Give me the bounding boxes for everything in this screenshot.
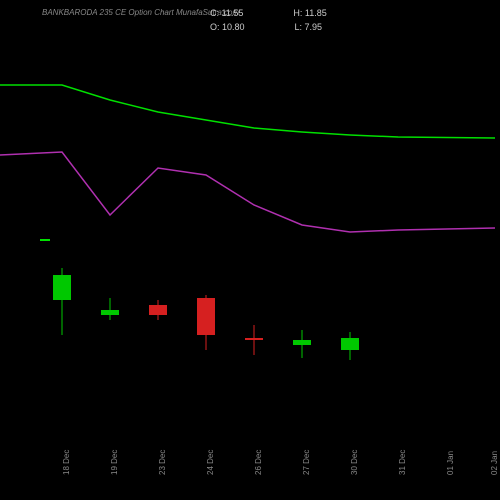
low-value: L: 7.95: [295, 22, 323, 32]
x-axis-label: 31 Dec: [398, 450, 407, 475]
x-axis-labels: 18 Dec 19 Dec 23 Dec 24 Dec 26 Dec 27 Dec 30 D…: [40, 430, 495, 480]
x-axis-label: 30 Dec: [350, 450, 359, 475]
indicator-line-2: [0, 152, 495, 232]
candle-body: [101, 310, 119, 315]
ohlc-row2: O: 10.80 L: 7.95: [210, 22, 322, 32]
indicator-line-1: [0, 85, 495, 138]
open-value: O: 10.80: [210, 22, 245, 32]
indicator-lines: [0, 85, 495, 232]
candle-body: [293, 340, 311, 345]
candles-group: [53, 268, 359, 360]
candle-body: [197, 298, 215, 335]
candle-body: [341, 338, 359, 350]
x-axis-label: 19 Dec: [110, 450, 119, 475]
x-axis-label: 26 Dec: [254, 450, 263, 475]
x-axis-label: 24 Dec: [206, 450, 215, 475]
high-value: H: 11.85: [293, 8, 326, 18]
x-axis-label: 27 Dec: [302, 450, 311, 475]
x-axis-label: 02 Jan: [490, 451, 499, 475]
x-axis-label: 18 Dec: [62, 450, 71, 475]
chart-svg: [0, 40, 495, 420]
x-axis-label: 23 Dec: [158, 450, 167, 475]
ohlc-row1: C: 11.55 H: 11.85: [210, 8, 327, 18]
candle-body: [245, 338, 263, 340]
candle-body: [149, 305, 167, 315]
candle-body: [53, 275, 71, 300]
x-axis-label: 01 Jan: [446, 451, 455, 475]
chart-area: [0, 40, 495, 420]
close-value: C: 11.55: [210, 8, 243, 18]
